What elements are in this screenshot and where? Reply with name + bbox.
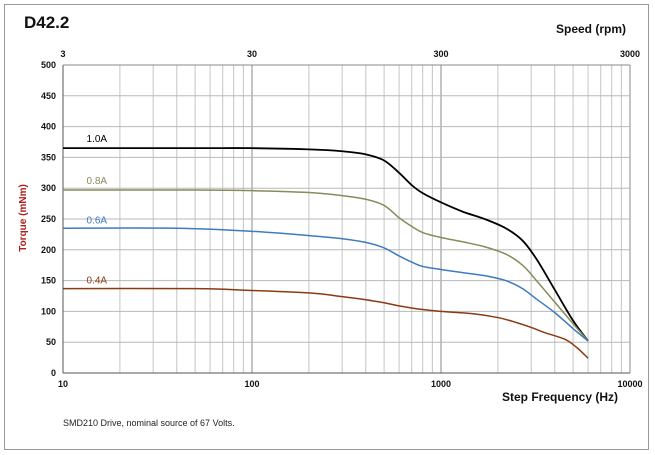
top-axis-title: Speed (rpm): [556, 22, 626, 36]
series-line-0-8a: [62, 189, 589, 342]
y-tick-label: 450: [41, 91, 56, 101]
chart-frame: [4, 4, 649, 450]
y-tick-label: 100: [41, 306, 56, 316]
top-tick-label: 3: [60, 49, 65, 59]
x-tick-label: 10: [58, 379, 68, 389]
chart-caption: SMD210 Drive, nominal source of 67 Volts…: [63, 418, 235, 428]
series-line-0-6a: [62, 227, 589, 342]
series-line-0-4a: [62, 287, 589, 359]
y-tick-label: 400: [41, 122, 56, 132]
y-tick-label: 500: [41, 60, 56, 70]
series-label-1-0a: 1.0A: [87, 134, 108, 145]
y-tick-label: 250: [41, 214, 56, 224]
series-label-0-8a: 0.8A: [87, 176, 108, 187]
axes: 0 50 100 150 200 250 300 350 400 450 500 10 100 1000 1…: [41, 49, 643, 389]
series-line-1-0a: [63, 147, 589, 342]
top-tick-label: 3000: [620, 49, 640, 59]
x-tick-label: 100: [244, 379, 259, 389]
x-tick-label: 1000: [431, 379, 451, 389]
series-labels: 1.0A 0.8A 0.6A 0.4A: [87, 134, 108, 287]
x-tick-label: 10000: [617, 379, 642, 389]
series-lines: [62, 147, 589, 359]
y-tick-label: 0: [51, 368, 56, 378]
y-tick-label: 300: [41, 183, 56, 193]
grid: [62, 64, 631, 374]
series-label-0-4a: 0.4A: [87, 276, 108, 287]
series-label-0-6a: 0.6A: [87, 215, 108, 226]
x-axis-title: Step Frequency (Hz): [502, 390, 618, 404]
y-tick-label: 350: [41, 152, 56, 162]
y-tick-label: 150: [41, 276, 56, 286]
chart-title: D42.2: [24, 13, 69, 32]
y-axis-title: Torque (mNm): [18, 184, 29, 252]
top-tick-label: 300: [433, 49, 448, 59]
top-tick-label: 30: [247, 49, 257, 59]
y-tick-label: 200: [41, 245, 56, 255]
y-tick-label: 50: [46, 337, 56, 347]
